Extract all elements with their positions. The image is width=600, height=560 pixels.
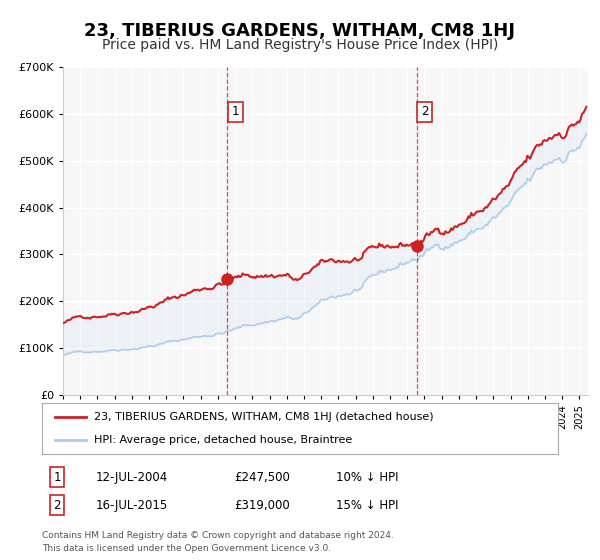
Text: £247,500: £247,500 bbox=[234, 470, 290, 484]
Text: This data is licensed under the Open Government Licence v3.0.: This data is licensed under the Open Gov… bbox=[42, 544, 331, 553]
Text: HPI: Average price, detached house, Braintree: HPI: Average price, detached house, Brai… bbox=[94, 435, 352, 445]
Text: Price paid vs. HM Land Registry's House Price Index (HPI): Price paid vs. HM Land Registry's House … bbox=[102, 38, 498, 52]
Text: 23, TIBERIUS GARDENS, WITHAM, CM8 1HJ: 23, TIBERIUS GARDENS, WITHAM, CM8 1HJ bbox=[85, 22, 515, 40]
Text: 10% ↓ HPI: 10% ↓ HPI bbox=[336, 470, 398, 484]
Text: 2: 2 bbox=[53, 498, 61, 512]
Text: 2: 2 bbox=[421, 105, 428, 118]
Text: 16-JUL-2015: 16-JUL-2015 bbox=[96, 498, 168, 512]
Text: Contains HM Land Registry data © Crown copyright and database right 2024.: Contains HM Land Registry data © Crown c… bbox=[42, 531, 394, 540]
Text: 1: 1 bbox=[53, 470, 61, 484]
Text: £319,000: £319,000 bbox=[234, 498, 290, 512]
Text: 12-JUL-2004: 12-JUL-2004 bbox=[96, 470, 168, 484]
Text: 1: 1 bbox=[232, 105, 239, 118]
Text: 15% ↓ HPI: 15% ↓ HPI bbox=[336, 498, 398, 512]
Text: 23, TIBERIUS GARDENS, WITHAM, CM8 1HJ (detached house): 23, TIBERIUS GARDENS, WITHAM, CM8 1HJ (d… bbox=[94, 412, 433, 422]
